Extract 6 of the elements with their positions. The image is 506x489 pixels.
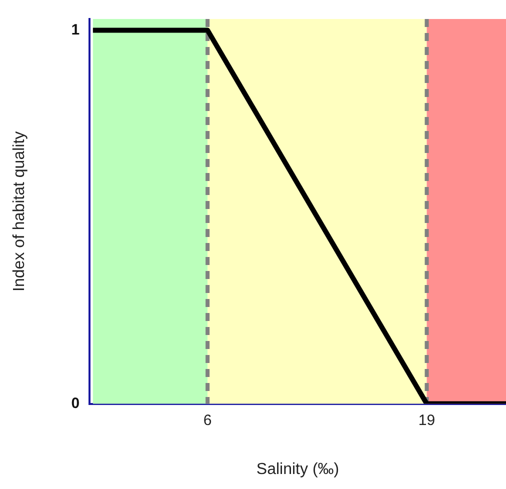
y-tick-label: 0 xyxy=(71,394,80,412)
x-tick-label: 6 xyxy=(203,412,212,429)
x-axis-title: Salinity (‰) xyxy=(256,460,340,478)
x-tick-label: 19 xyxy=(418,412,436,429)
y-axis-title: Index of habitat quality xyxy=(11,131,28,292)
y-tick-label: 1 xyxy=(71,21,80,38)
